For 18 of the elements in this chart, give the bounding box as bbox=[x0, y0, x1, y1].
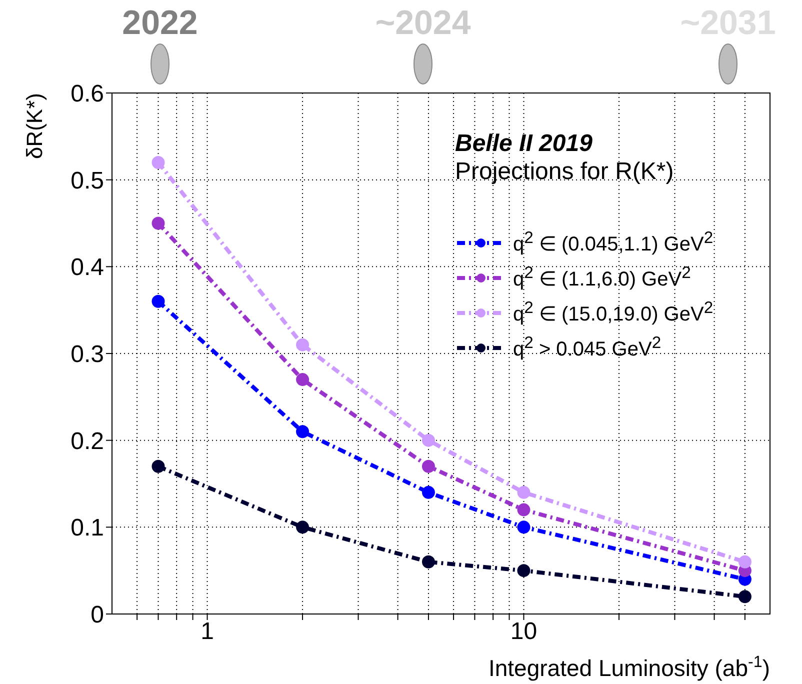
text: Belle II 2019 bbox=[455, 130, 594, 158]
legend-label: q$^{2}$ > 0.045 GeV$^{2}$ bbox=[513, 333, 662, 362]
y-tick-label: 0 bbox=[90, 602, 104, 629]
y-tick-label: 0.3 bbox=[70, 341, 104, 368]
legend-label: q$^{2}$ ∈ (15.0,19.0) GeV$^{2}$ bbox=[513, 298, 714, 327]
text: 2022 bbox=[122, 4, 198, 42]
y-tick-label: 0.5 bbox=[70, 167, 104, 194]
x-tick-label: 10 bbox=[510, 618, 538, 646]
legend-label: q$^{2}$ ∈ (1.1,6.0) GeV$^{2}$ bbox=[513, 263, 691, 292]
text: Projections for R(K*) bbox=[455, 158, 674, 186]
y-tick-label: 0.4 bbox=[70, 254, 104, 282]
legend-label: q$^{2}$ ∈ (0.045,1.1) GeV$^{2}$ bbox=[513, 228, 714, 257]
x-axis-title: Integrated Luminosity (ab$^{-1}$) bbox=[488, 653, 770, 681]
x-tick-label: 1 bbox=[200, 618, 214, 646]
y-axis-title: δR(K*) bbox=[22, 93, 47, 160]
y-tick-label: 0.1 bbox=[70, 514, 104, 542]
y-tick-label: 0.2 bbox=[70, 428, 104, 455]
y-tick-label: 0.6 bbox=[70, 80, 104, 108]
